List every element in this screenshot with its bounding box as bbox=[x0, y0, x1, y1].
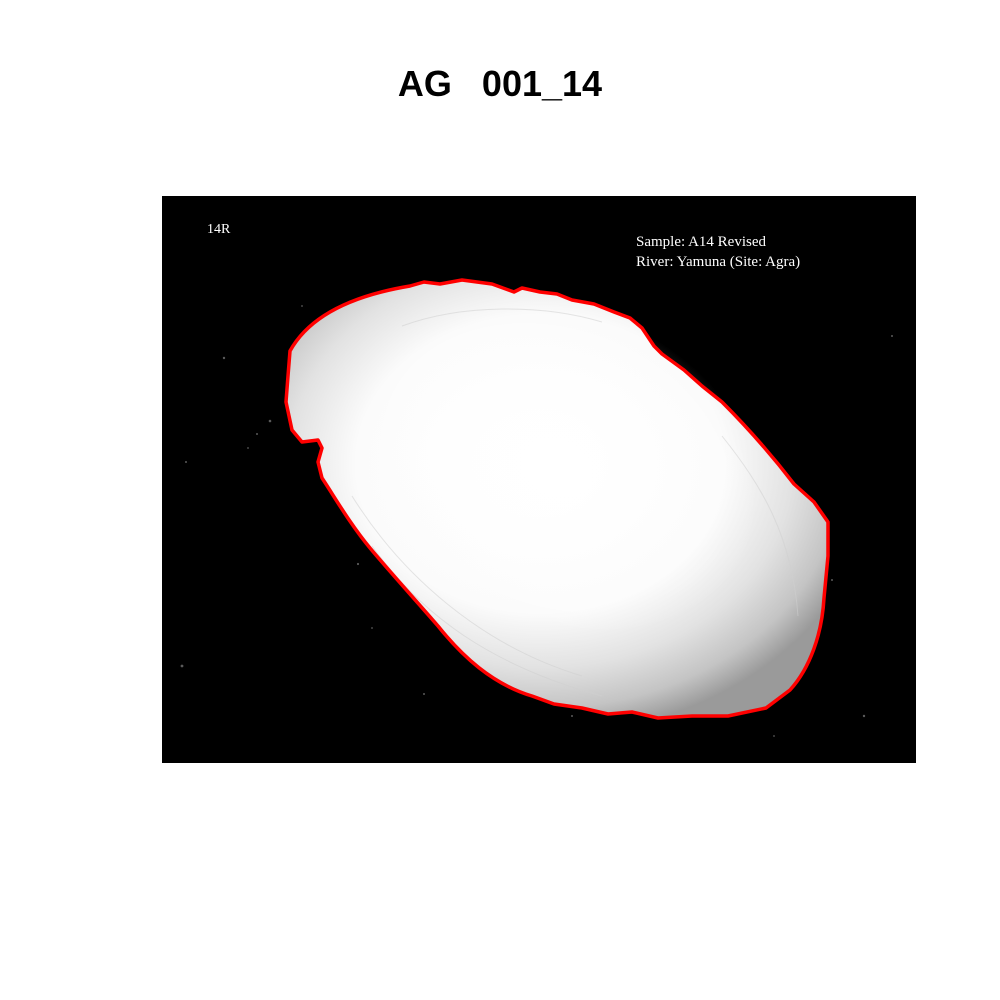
otolith-image-panel: 14R Sample: A14 Revised River: Yamuna (S… bbox=[162, 196, 916, 763]
sample-info: Sample: A14 Revised River: Yamuna (Site:… bbox=[636, 232, 800, 272]
figure-title: AG 001_14 bbox=[397, 63, 603, 104]
otolith-outline bbox=[284, 278, 830, 720]
river-line: River: Yamuna (Site: Agra) bbox=[636, 254, 801, 270]
corner-label: 14R bbox=[207, 222, 231, 237]
otolith-image bbox=[162, 196, 916, 763]
background-specks bbox=[180, 305, 893, 737]
otolith-core bbox=[353, 300, 761, 636]
sample-line: Sample: A14 Revised bbox=[636, 234, 766, 250]
